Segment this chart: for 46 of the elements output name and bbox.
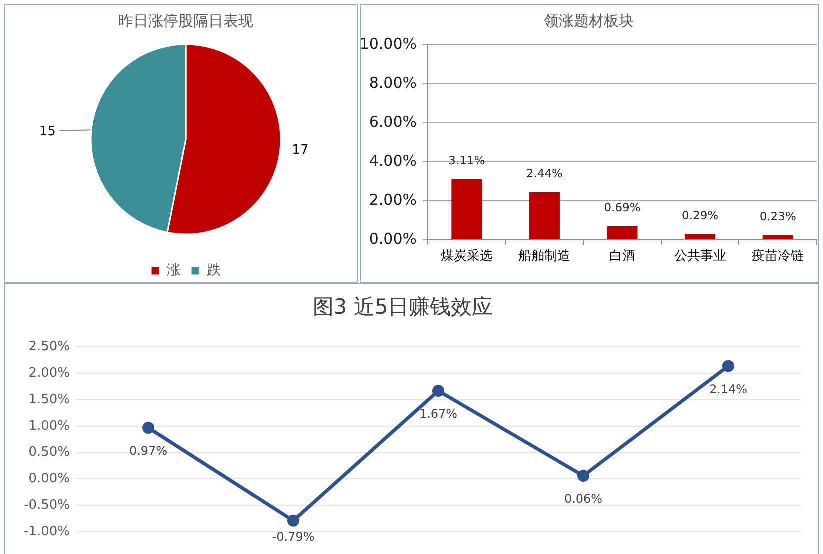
x-tick-label: 船舶制造 xyxy=(518,249,571,264)
data-label: 17 xyxy=(292,143,309,158)
chart-title: 领涨题材板块 xyxy=(544,12,634,30)
point xyxy=(432,385,444,398)
bar xyxy=(529,192,560,240)
point xyxy=(578,470,590,482)
data-label: -0.79% xyxy=(272,530,315,544)
data-label: 15 xyxy=(39,124,56,140)
data-label: 1.67% xyxy=(419,407,458,422)
data-label: 2.14% xyxy=(709,382,748,396)
data-label: 0.06% xyxy=(564,492,603,506)
legend-label: 跌 xyxy=(207,262,221,279)
bar xyxy=(685,234,716,240)
y-tick-label: -1.00% xyxy=(24,524,70,540)
y-tick-label: 1.00% xyxy=(28,418,70,434)
y-tick-label: 6.00% xyxy=(369,112,417,131)
y-tick-label: 1.50% xyxy=(28,392,70,408)
y-tick-label: 0.50% xyxy=(28,445,70,460)
y-tick-label: 8.00% xyxy=(369,74,417,92)
y-tick-label: 4.00% xyxy=(369,152,417,170)
x-tick-label: 公共事业 xyxy=(674,249,726,264)
data-label: 0.97% xyxy=(129,444,168,458)
y-tick-label: 2.00% xyxy=(28,366,70,381)
bar xyxy=(762,236,794,240)
x-tick-label: 煤炭采选 xyxy=(440,249,493,264)
data-label: 2.44% xyxy=(526,166,564,180)
point xyxy=(288,514,300,527)
data-label: 0.69% xyxy=(604,200,641,215)
legend-label: 涨 xyxy=(167,262,181,279)
data-label: 0.23% xyxy=(760,210,796,224)
y-tick-label: 10.00% xyxy=(360,34,417,53)
data-label: 3.11% xyxy=(448,153,486,168)
x-tick-label: 疫苗冷链 xyxy=(752,249,804,264)
y-tick-label: -0.50% xyxy=(24,498,70,513)
chart-title: 昨日涨停股隔日表现 xyxy=(118,12,254,30)
bar xyxy=(452,179,482,240)
y-tick-label: 2.00% xyxy=(369,190,417,209)
point xyxy=(722,360,734,372)
bar xyxy=(607,226,638,240)
y-tick-label: 2.50% xyxy=(28,340,70,355)
point xyxy=(142,422,154,434)
chart-title: 图3 近5日赚钱效应 xyxy=(312,295,494,320)
x-tick-label: 白酒 xyxy=(610,249,636,264)
data-label: 0.29% xyxy=(682,208,719,222)
y-tick-label: 0.00% xyxy=(369,230,417,248)
y-tick-label: 0.00% xyxy=(28,472,70,487)
